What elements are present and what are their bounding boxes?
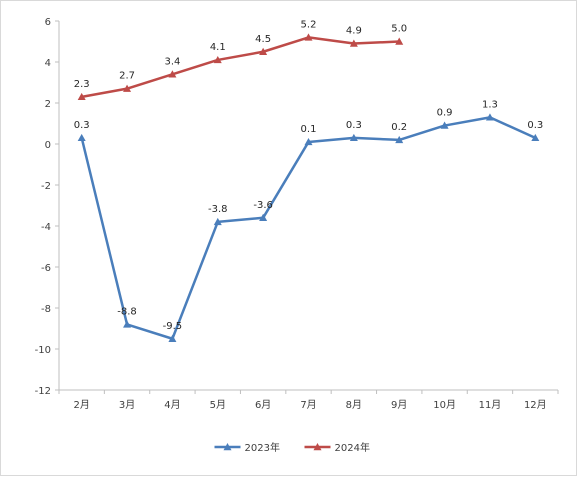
data-point-marker (531, 133, 540, 142)
data-label: -3.8 (208, 204, 228, 215)
data-point-marker (168, 334, 177, 342)
data-label: -8.8 (117, 306, 137, 317)
y-axis: 6 4 2 0 -2 -4 -6 -8 -10 -12 (35, 17, 60, 397)
x-tick-label: 2月 (73, 399, 89, 411)
x-tick-label: 8月 (346, 399, 362, 411)
y-tick-label: -8 (41, 304, 51, 315)
y-tick-label: -4 (41, 222, 51, 233)
y-tick-label: 4 (45, 58, 51, 69)
data-label: 3.4 (164, 56, 180, 67)
data-label: 0.3 (527, 120, 543, 131)
y-tick-label: -6 (41, 263, 51, 274)
x-tick-label: 10月 (433, 399, 456, 411)
legend-label-1: 2024年 (335, 441, 370, 454)
data-label: 4.9 (346, 26, 362, 37)
data-label: -3.6 (253, 200, 273, 211)
data-point-marker (485, 113, 494, 121)
data-label: -9.5 (163, 321, 183, 332)
x-tick-label: 9月 (391, 399, 407, 411)
data-point-marker (213, 55, 222, 64)
data-point-marker (440, 121, 449, 129)
x-tick-label: 6月 (255, 399, 271, 411)
data-label: 4.5 (255, 34, 271, 45)
series-layer (77, 33, 540, 342)
series-line-0 (80, 116, 536, 340)
data-label: 0.1 (301, 124, 317, 135)
x-tick-label: 3月 (119, 399, 135, 411)
y-tick-label: 2 (45, 99, 51, 110)
y-tick-label: -12 (35, 386, 51, 397)
data-point-marker (304, 137, 313, 146)
data-label: 0.9 (437, 108, 453, 119)
legend-label-0: 2023年 (245, 441, 280, 454)
x-tick-label: 7月 (300, 399, 316, 411)
x-tick-label: 12月 (524, 399, 547, 411)
y-tick-label: -10 (35, 345, 51, 356)
legend-marker-1 (313, 443, 322, 451)
data-label: 0.3 (74, 120, 90, 131)
legend: 2023年 2024年 (214, 441, 370, 454)
series-line-1 (81, 36, 400, 99)
data-point-marker (168, 70, 177, 78)
data-labels-layer: 0.3 -8.8 -9.5 -3.8 -3.6 0.1 0.3 0.2 0.9 1.3 0.3 2.3… (74, 19, 544, 331)
y-tick-label: -2 (41, 181, 51, 192)
data-point-marker (213, 217, 222, 226)
x-tick-label: 11月 (479, 399, 502, 411)
legend-marker-0 (223, 443, 232, 451)
data-label: 2.3 (74, 79, 90, 90)
data-label: 1.3 (482, 99, 498, 110)
data-point-marker (123, 84, 132, 92)
data-point-marker (349, 39, 358, 47)
data-label: 5.0 (391, 24, 407, 35)
x-axis: 2月 3月 4月 5月 6月 7月 8月 9月 10月 11月 12月 (58, 389, 559, 411)
data-point-marker (259, 213, 268, 221)
data-point-marker (304, 33, 313, 41)
data-label: 4.1 (210, 42, 226, 53)
data-point-marker (349, 133, 358, 142)
data-point-marker (77, 133, 86, 142)
y-tick-label: 6 (45, 17, 51, 28)
y-tick-label: 0 (45, 140, 51, 151)
data-label: 5.2 (301, 19, 317, 30)
data-label: 0.2 (391, 122, 407, 133)
data-label: 0.3 (346, 120, 362, 131)
x-tick-label: 5月 (210, 399, 226, 411)
data-point-marker (395, 135, 404, 144)
data-point-marker (395, 37, 404, 45)
data-point-marker (259, 47, 268, 55)
data-label: 2.7 (119, 71, 135, 82)
data-point-marker (77, 92, 86, 101)
data-point-marker (123, 320, 132, 328)
x-tick-label: 4月 (164, 399, 180, 411)
